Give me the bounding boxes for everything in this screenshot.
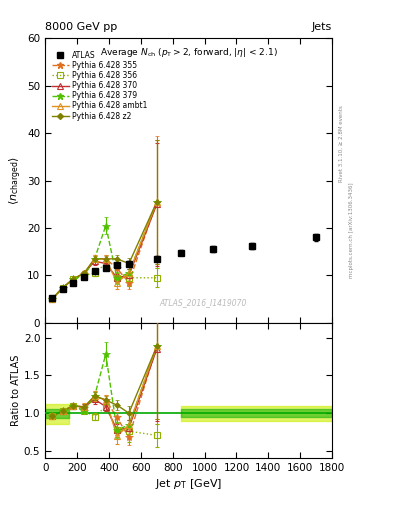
Text: ATLAS_2016_I1419070: ATLAS_2016_I1419070 [159,298,247,307]
Text: 8000 GeV pp: 8000 GeV pp [45,22,118,32]
Text: Rivet 3.1.10, ≥ 2.8M events: Rivet 3.1.10, ≥ 2.8M events [339,105,344,182]
X-axis label: Jet $p_{\rm T}$ [GeV]: Jet $p_{\rm T}$ [GeV] [155,477,222,492]
Y-axis label: $\langle n_{\rm charged}\rangle$: $\langle n_{\rm charged}\rangle$ [8,156,24,205]
Text: mcplots.cern.ch [arXiv:1306.3436]: mcplots.cern.ch [arXiv:1306.3436] [349,183,354,278]
Text: Average $N_{\rm ch}$ ($p_{\rm T}$$>$2, forward, $|\eta|$ < 2.1): Average $N_{\rm ch}$ ($p_{\rm T}$$>$2, f… [100,46,277,58]
Text: Jets: Jets [312,22,332,32]
Legend: ATLAS, Pythia 6.428 355, Pythia 6.428 356, Pythia 6.428 370, Pythia 6.428 379, P: ATLAS, Pythia 6.428 355, Pythia 6.428 35… [52,51,147,121]
Y-axis label: Ratio to ATLAS: Ratio to ATLAS [11,355,21,426]
